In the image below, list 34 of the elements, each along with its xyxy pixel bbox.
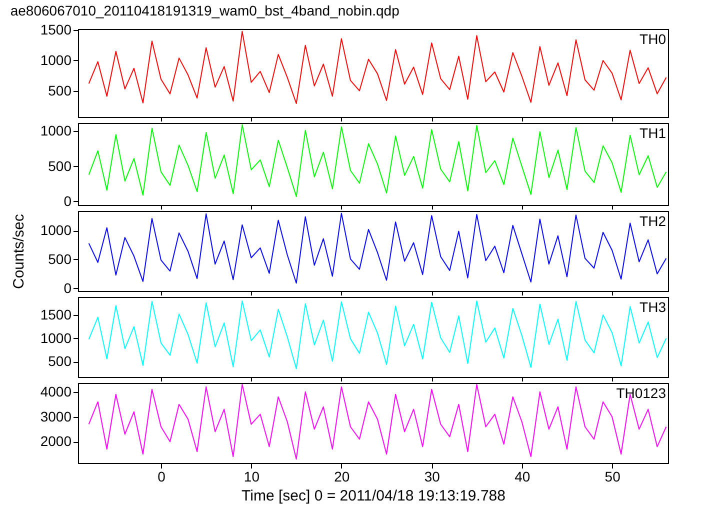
x-tick-label: 50 <box>604 468 621 484</box>
y-tick-label: 3000 <box>40 408 72 424</box>
y-tick-label: 500 <box>48 82 72 98</box>
y-tick-label: 1000 <box>40 222 72 238</box>
series-label: TH1 <box>640 125 666 141</box>
y-tick-label: 4000 <box>40 383 72 400</box>
y-tick-label: 0 <box>64 280 72 296</box>
x-tick-label: 10 <box>244 468 260 484</box>
x-tick-label: 40 <box>514 468 530 484</box>
line-series <box>88 212 667 284</box>
line-series <box>88 384 667 460</box>
y-tick-label: 0 <box>64 192 72 209</box>
series-label: TH0 <box>640 31 666 47</box>
x-tick-label: 0 <box>158 468 166 484</box>
y-tick-label: 500 <box>48 158 72 174</box>
y-tick-label: 1000 <box>40 122 72 139</box>
line-series <box>88 30 667 104</box>
y-axis-title: Counts/sec <box>10 213 28 290</box>
y-tick-label: 1000 <box>40 330 72 346</box>
x-axis-title: Time [sec] 0 = 2011/04/18 19:13:19.788 <box>242 488 506 504</box>
y-tick-label: 2000 <box>40 433 72 450</box>
y-tick-label: 500 <box>48 250 72 267</box>
series-label: TH3 <box>640 299 666 315</box>
y-tick-label: 1500 <box>40 22 72 38</box>
series-label: TH2 <box>640 213 666 229</box>
x-tick-label: 20 <box>334 468 350 484</box>
y-tick-label: 1000 <box>40 52 72 68</box>
line-series <box>88 300 667 370</box>
x-tick-label: 30 <box>424 468 440 484</box>
chart-title: ae806067010_20110418191319_wam0_bst_4band_nobin.qdp <box>10 2 400 19</box>
y-tick-label: 500 <box>48 353 72 370</box>
series-label: TH0123 <box>616 385 666 401</box>
y-tick-label: 1500 <box>40 306 72 322</box>
line-series <box>88 124 667 198</box>
